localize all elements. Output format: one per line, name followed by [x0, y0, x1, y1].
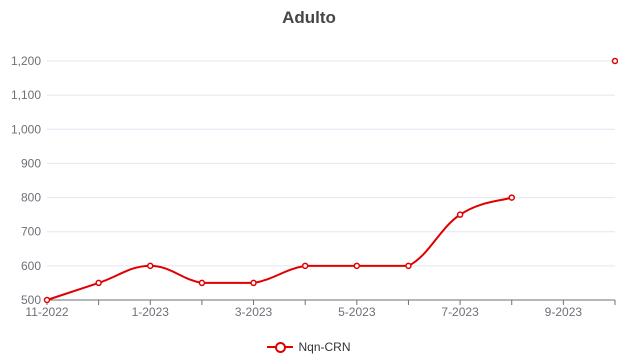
data-point — [456, 211, 464, 218]
data-point — [301, 262, 309, 270]
y-tick-label: 600 — [21, 259, 41, 273]
x-tick-label: 9-2023 — [545, 305, 583, 319]
data-point — [611, 57, 618, 65]
x-tick-label: 5-2023 — [338, 305, 376, 319]
y-tick-label: 1,200 — [11, 54, 41, 68]
data-point — [508, 194, 515, 201]
series-line — [46, 196, 513, 301]
y-tick-label: 900 — [21, 156, 41, 170]
y-tick-label: 800 — [21, 191, 41, 205]
data-point — [353, 262, 361, 270]
data-point — [43, 296, 51, 304]
x-tick-label: 3-2023 — [235, 305, 273, 319]
x-tick-label: 1-2023 — [132, 305, 170, 319]
data-point — [147, 262, 154, 270]
data-point — [95, 279, 102, 287]
data-point — [405, 262, 412, 270]
y-tick-label: 1,000 — [11, 122, 41, 136]
x-tick-label: 11-2022 — [25, 305, 68, 319]
legend-swatch-icon — [267, 341, 294, 353]
data-point — [198, 279, 206, 287]
y-tick-label: 1,100 — [11, 88, 41, 102]
y-tick-label: 700 — [21, 225, 41, 239]
legend-label: Nqn-CRN — [298, 340, 351, 354]
legend[interactable]: Nqn-CRN — [0, 340, 618, 354]
y-tick-label: 500 — [21, 293, 41, 307]
chart-title: Adulto — [282, 8, 336, 27]
x-tick-label: 7-2023 — [441, 305, 479, 319]
data-point — [250, 279, 257, 287]
